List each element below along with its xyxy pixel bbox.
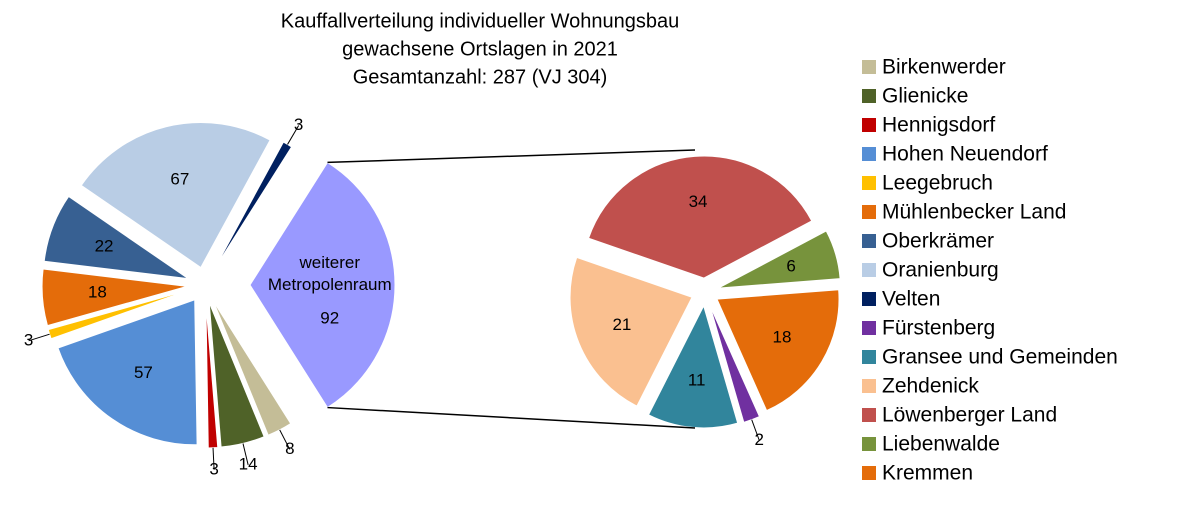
- legend-label: Kremmen: [882, 462, 973, 485]
- data-label: 57: [134, 363, 153, 382]
- legend-swatch: [862, 292, 876, 306]
- legend-label: Oranienburg: [882, 259, 999, 282]
- connector-line: [327, 149, 696, 164]
- legend-label: Glienicke: [882, 85, 968, 108]
- legend-swatch: [862, 379, 876, 393]
- chart-title: gewachsene Ortslagen in 2021: [342, 38, 618, 60]
- leader-line: [242, 443, 249, 466]
- pie-slice: [208, 302, 265, 448]
- data-label: 22: [95, 236, 114, 255]
- legend-swatch: [862, 205, 876, 219]
- pie-slice: [80, 122, 271, 269]
- pie-slice: [716, 289, 840, 412]
- pie-slice: [718, 230, 841, 289]
- other-name: weiterer Metropolenraum: [268, 253, 392, 294]
- pie-slice: [249, 161, 396, 409]
- leader-line: [28, 333, 50, 342]
- data-label: 18: [773, 327, 792, 346]
- legend-swatch: [862, 118, 876, 132]
- legend-swatch: [862, 147, 876, 161]
- data-label: 14: [239, 454, 258, 473]
- data-label: 34: [689, 192, 708, 211]
- legend-swatch: [862, 466, 876, 480]
- data-label: 6: [786, 257, 795, 276]
- chart-title: Kauffallverteilung individueller Wohnung…: [281, 10, 679, 32]
- legend-label: Birkenwerder: [882, 56, 1006, 79]
- data-label: 3: [209, 459, 218, 478]
- legend-swatch: [862, 321, 876, 335]
- leader-line: [287, 125, 300, 145]
- data-label: 21: [612, 315, 631, 334]
- legend-label: Löwenberger Land: [882, 404, 1057, 427]
- legend-swatch: [862, 408, 876, 422]
- legend-swatch: [862, 350, 876, 364]
- data-label: 11: [688, 371, 706, 390]
- legend-swatch: [862, 234, 876, 248]
- leader-line: [279, 429, 291, 450]
- legend-label: Oberkrämer: [882, 230, 994, 253]
- leader-line: [751, 419, 760, 441]
- pie-slice: [57, 299, 198, 446]
- legend-label: Velten: [882, 288, 940, 311]
- legend-label: Liebenwalde: [882, 433, 1000, 456]
- legend-label: Zehdenick: [882, 375, 979, 398]
- legend-label: Gransee und Gemeinden: [882, 346, 1118, 369]
- data-label: 2: [755, 430, 764, 449]
- pie-slice: [41, 268, 188, 327]
- data-label: 18: [88, 283, 107, 302]
- chart-title: Gesamtanzahl: 287 (VJ 304): [353, 66, 608, 88]
- legend-swatch: [862, 437, 876, 451]
- pie-slice: [43, 195, 189, 280]
- data-label: 8: [285, 439, 294, 458]
- leader-line: [212, 447, 215, 470]
- pie-slice: [212, 300, 292, 436]
- pie-slice: [587, 155, 813, 279]
- legend-label: Hohen Neuendorf: [882, 143, 1048, 166]
- data-label: 3: [24, 330, 33, 349]
- legend-swatch: [862, 89, 876, 103]
- legend-label: Leegebruch: [882, 172, 993, 195]
- legend-label: Fürstenberg: [882, 317, 995, 340]
- legend-swatch: [862, 60, 876, 74]
- pie-slice: [569, 256, 693, 407]
- legend-swatch: [862, 263, 876, 277]
- legend-label: Mühlenbecker Land: [882, 201, 1066, 224]
- connector-line: [327, 406, 696, 429]
- legend-label: Hennigsdorf: [882, 114, 995, 137]
- data-label: 92: [320, 308, 339, 327]
- data-label: 3: [294, 115, 303, 134]
- data-label: 67: [170, 170, 189, 189]
- legend-swatch: [862, 176, 876, 190]
